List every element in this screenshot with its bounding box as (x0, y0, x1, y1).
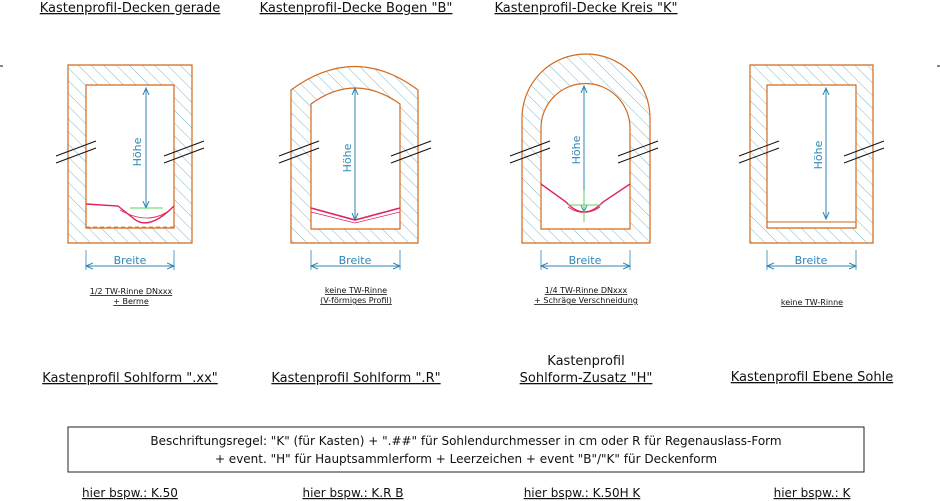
example-4: hier bspw.: K (774, 486, 852, 500)
profile-1-height-label: Höhe (131, 137, 144, 166)
profile-2-break-left (278, 140, 320, 164)
profile-1-width-label: Breite (114, 254, 147, 267)
profile-1-channel-inner (119, 209, 171, 219)
profile-1-wall (67, 64, 193, 244)
profile-2-v-floor (310, 207, 401, 221)
title-sohlform-h-line-2: Sohlform-Zusatz "H" (520, 371, 653, 386)
profile-1-channel (85, 203, 175, 224)
profile-2-break-right (390, 140, 432, 164)
profile-1-break-right (163, 140, 205, 164)
profile-1-break-left (55, 140, 97, 164)
profile-sohlform-xx: Höhe Breite (55, 64, 205, 270)
profile-2-height-label: Höhe (341, 143, 354, 172)
note-1-line-2: + Berme (113, 297, 149, 306)
example-1: hier bspw.: K.50 (82, 486, 178, 500)
profile-sohlform-r: Höhe Breite (278, 66, 432, 270)
profile-3-wall (521, 53, 651, 244)
note-2-line-2: (V-förmiges Profil) (320, 296, 392, 305)
profile-ebene-sohle: Höhe Breite (738, 64, 885, 270)
profile-3-width-label: Breite (569, 254, 602, 267)
profile-sohlform-h: Höhe Breite (509, 53, 659, 270)
title-ebene-sohle: Kastenprofil Ebene Sohle (731, 370, 893, 385)
title-sohlform-xx: Kastenprofil Sohlform ".xx" (42, 371, 218, 386)
note-3-line-2: + Schräge Verschneidung (534, 296, 638, 305)
profile-4-break-left (738, 140, 780, 164)
note-1-line-1: 1/2 TW-Rinne DNxxx (90, 287, 173, 296)
profile-4-height-label: Höhe (812, 140, 825, 169)
profile-3-break-right (617, 140, 659, 164)
title-decke-gerade: Kastenprofil-Decken gerade (40, 1, 221, 16)
rule-box (67, 426, 865, 473)
note-2-line-1: keine TW-Rinne (325, 286, 387, 295)
profile-3-height-label: Höhe (570, 135, 583, 164)
profile-4-width-label: Breite (795, 254, 828, 267)
profile-2-wall (290, 66, 419, 244)
note-4-line-1: keine TW-Rinne (781, 298, 843, 307)
rule-line-1: Beschriftungsregel: "K" (für Kasten) + "… (150, 434, 781, 448)
profile-3-channel (540, 183, 631, 213)
title-sohlform-h-line-1: Kastenprofil (547, 354, 624, 369)
profile-3-break-left (509, 140, 551, 164)
example-3: hier bspw.: K.50H K (524, 486, 642, 500)
example-2: hier bspw.: K.R B (302, 486, 403, 500)
profile-2-width-label: Breite (339, 254, 372, 267)
title-decke-kreis: Kastenprofil-Decke Kreis "K" (494, 1, 677, 16)
note-3-line-1: 1/4 TW-Rinne DNxxx (545, 286, 628, 295)
profile-4-wall (749, 64, 874, 244)
title-decke-bogen: Kastenprofil-Decke Bogen "B" (260, 1, 453, 16)
title-sohlform-r: Kastenprofil Sohlform ".R" (271, 371, 440, 386)
profile-4-break-right (843, 140, 885, 164)
rule-line-2: + event. "H" für Hauptsammlerform + Leer… (215, 452, 717, 466)
